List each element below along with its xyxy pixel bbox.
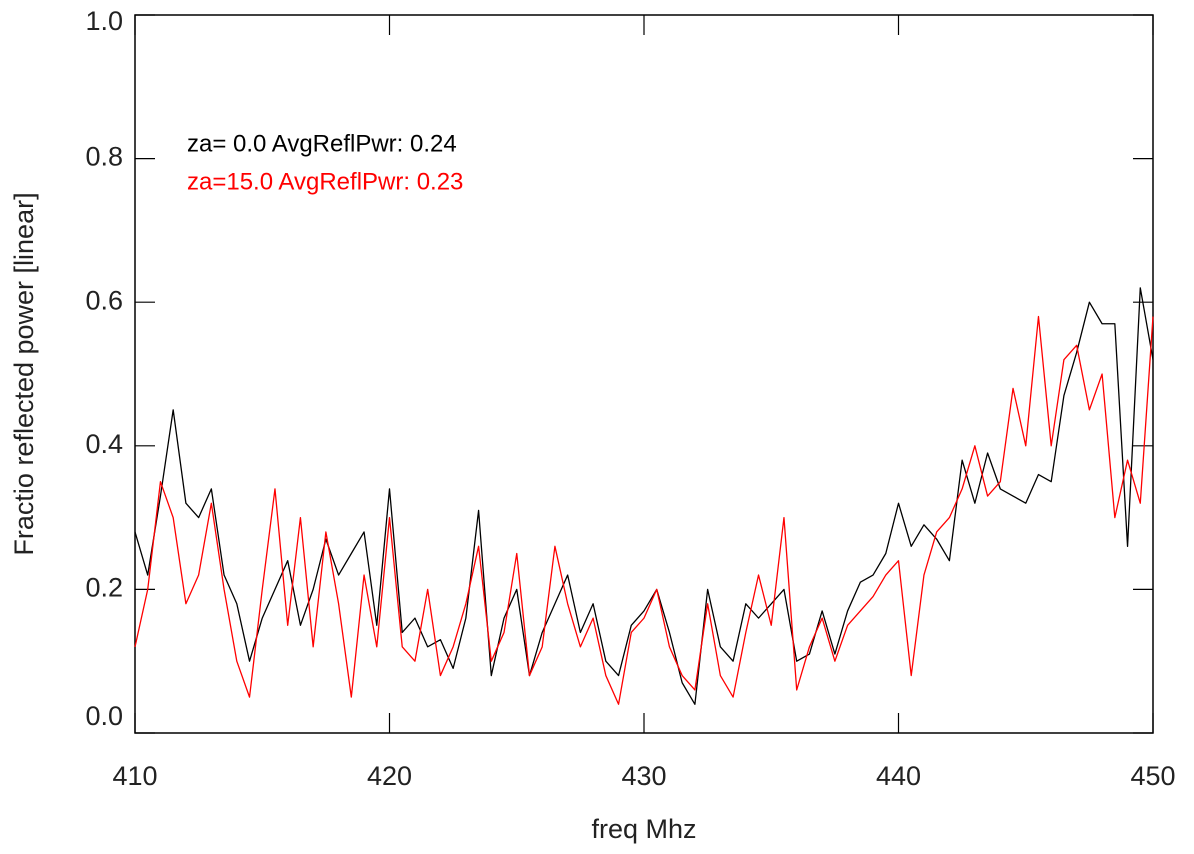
x-tick-label: 410	[112, 761, 157, 791]
legend-label: za=15.0 AvgReflPwr: 0.23	[187, 168, 463, 195]
y-tick-label: 0.6	[85, 285, 123, 315]
y-axis-title: Fractio reflected power [linear]	[9, 192, 39, 555]
x-tick-label: 420	[367, 761, 412, 791]
y-tick-label: 0.2	[85, 573, 123, 603]
x-axis-title: freq Mhz	[591, 814, 696, 844]
x-tick-label: 450	[1130, 761, 1175, 791]
y-tick-label: 0.8	[85, 142, 123, 172]
x-tick-label: 440	[876, 761, 921, 791]
data-line	[134, 315, 1154, 705]
y-tick-label: 0.0	[85, 701, 123, 731]
y-tick-label: 0.4	[85, 429, 123, 459]
y-tick-label: 1.0	[85, 6, 123, 36]
legend-label: za= 0.0 AvgReflPwr: 0.24	[187, 130, 457, 157]
x-tick-label: 430	[621, 761, 666, 791]
data-line	[134, 287, 1154, 705]
